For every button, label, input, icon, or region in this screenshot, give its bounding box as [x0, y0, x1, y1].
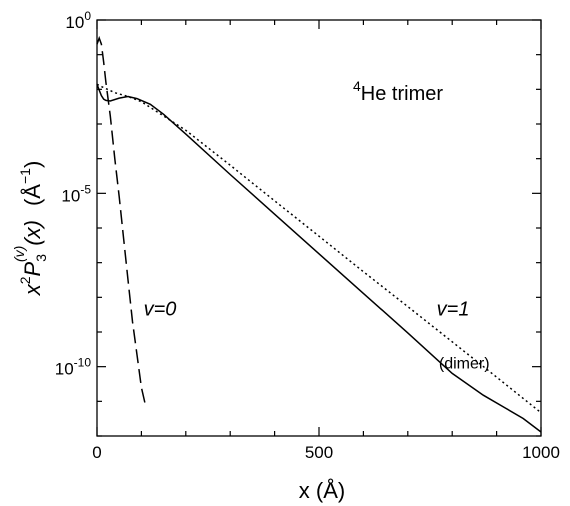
series-annotation: (dimer) [439, 355, 490, 372]
ylabel-sup2: 2 [17, 276, 33, 284]
series-annotation: v=0 [144, 298, 177, 320]
y-tick-label: 10-10 [55, 356, 92, 379]
chart-title: 4He trimer [353, 78, 443, 105]
ylabel-x: x [20, 283, 45, 296]
ylabel-P: P [20, 261, 45, 276]
y-tick-base: 10 [65, 13, 84, 32]
title-superscript: 4 [353, 78, 361, 94]
plot-frame [96, 19, 542, 437]
x-tick-label: 500 [305, 443, 333, 462]
ylabel-close: ) [20, 161, 45, 168]
y-tick-exp: -10 [74, 356, 92, 370]
title-text: He trimer [361, 83, 444, 105]
series-line [96, 84, 542, 433]
y-tick-label: 10-5 [61, 182, 91, 205]
y-tick-base: 10 [61, 186, 80, 205]
y-axis-label: x2P3 (v)(x) (Å−1) [11, 161, 49, 297]
x-axis-label: x (Å) [299, 478, 345, 503]
ylabel-sub3: 3 [33, 254, 49, 262]
ticks [96, 19, 542, 437]
ylabel-unit-sup: −1 [17, 168, 33, 184]
y-tick-base: 10 [55, 360, 74, 379]
ylabel-unit: (Å [20, 184, 45, 206]
series-annotation: v=1 [437, 298, 470, 320]
annotations: v=1 v=0 (dimer) [144, 298, 490, 372]
series-group [96, 35, 542, 433]
ylabel-arg: (x) [20, 220, 45, 246]
x-tick-label: 1000 [522, 443, 560, 462]
y-tick-label: 100 [65, 9, 91, 32]
ylabel-supv: (v) [11, 246, 27, 262]
x-tick-label: 0 [92, 443, 101, 462]
y-tick-exp: -5 [80, 182, 91, 196]
y-tick-exp: 0 [84, 9, 91, 23]
series-line [96, 35, 147, 407]
